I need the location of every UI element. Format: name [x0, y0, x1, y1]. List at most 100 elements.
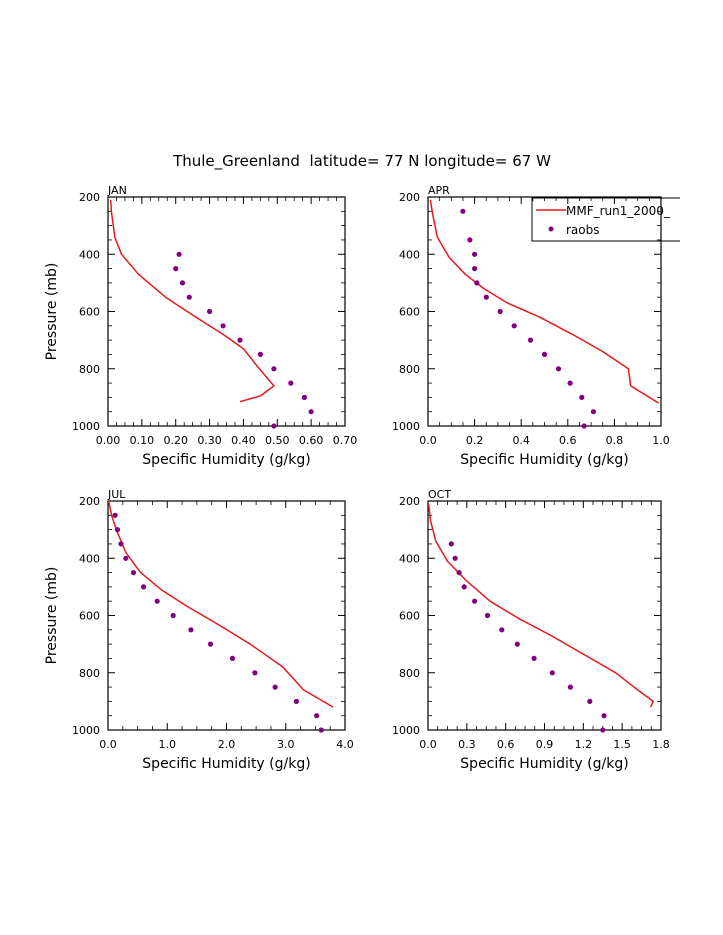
- obs-point-jan: [176, 251, 182, 257]
- obs-point-jan: [173, 266, 179, 272]
- obs-point-oct: [587, 698, 593, 705]
- x-tick-label-oct: 1.8: [652, 738, 670, 751]
- legend-label-obs: raobs: [566, 223, 600, 237]
- legend-label-model: MMF_run1_2000_: [566, 204, 671, 218]
- panels-group: 0.00 0.10 0.20 0.30 0.40 0.50 0.60 0.70 200 400 60…: [44, 184, 670, 772]
- obs-point-jul: [112, 512, 118, 518]
- panel-jan: 0.00 0.10 0.20 0.30 0.40 0.50 0.60 0.70 200 400 60…: [44, 184, 357, 468]
- obs-point-jul: [123, 555, 129, 561]
- obs-point-jan: [271, 423, 277, 429]
- legend: MMF_run1_2000_ raobs: [531, 197, 680, 242]
- model-line-jan: [109, 199, 275, 403]
- x-tick-label-jan: 0.10: [130, 434, 155, 447]
- obs-point-jul: [252, 670, 258, 676]
- model-line-apr: [429, 199, 660, 404]
- figure-title: Thule_Greenland latitude= 77 N longitude…: [172, 152, 551, 171]
- panel-jul: 0.0 1.0 2.0 3.0 4.0 200 400 600 800 1000 JUL Specif…: [44, 488, 354, 772]
- y-tick-label-jan: 400: [79, 248, 100, 261]
- obs-point-jul: [130, 570, 137, 576]
- obs-point-oct: [472, 598, 478, 604]
- y-tick-label-apr: 1000: [392, 420, 420, 433]
- obs-point-apr: [579, 394, 585, 400]
- x-tick-label-apr: 0.0: [419, 434, 437, 447]
- obs-point-oct: [549, 670, 555, 676]
- y-tick-label-oct: 1000: [392, 724, 420, 737]
- x-tick-label-jan: 0.00: [96, 434, 121, 447]
- obs-point-oct: [499, 627, 505, 633]
- y-tick-label-oct: 200: [399, 495, 420, 508]
- y-axis-label-jul: Pressure (mb): [44, 567, 60, 665]
- obs-point-apr: [483, 294, 489, 300]
- obs-point-jan: [179, 280, 186, 286]
- x-axis-label-jan: Specific Humidity (g/kg): [142, 452, 310, 468]
- obs-point-oct: [456, 570, 462, 576]
- obs-point-jul: [170, 612, 176, 619]
- obs-point-apr: [590, 409, 597, 415]
- x-tick-label-oct: 0.3: [458, 738, 476, 751]
- obs-point-jul: [229, 655, 235, 662]
- obs-point-oct: [601, 713, 607, 719]
- obs-point-apr: [474, 280, 480, 286]
- y-tick-label-jan: 200: [79, 191, 100, 204]
- y-axis-label-jan: Pressure (mb): [44, 263, 60, 361]
- x-tick-label-oct: 1.2: [575, 738, 593, 751]
- obs-point-jul: [314, 713, 320, 719]
- obs-point-apr: [460, 208, 466, 214]
- x-tick-label-jan: 0.30: [197, 434, 222, 447]
- obs-point-jan: [237, 337, 243, 343]
- panel-title-jul: JUL: [107, 488, 126, 501]
- obs-point-jul: [114, 527, 121, 533]
- panel-oct: 0.0 0.3 0.6 0.9 1.2 1.5 1.8 200 400 600 800 1000 OCT…: [392, 488, 670, 772]
- y-tick-label-apr: 200: [399, 191, 420, 204]
- x-axis-label-jul: Specific Humidity (g/kg): [142, 756, 310, 772]
- obs-point-oct: [461, 584, 467, 590]
- obs-point-jan: [271, 366, 277, 372]
- obs-point-jan: [220, 323, 226, 329]
- y-tick-label-oct: 600: [399, 610, 420, 623]
- panel-apr: 0.0 0.2 0.4 0.6 0.8 1.0 200 400 600 800 1000 APR Spe…: [392, 184, 670, 468]
- y-tick-label-jan: 1000: [72, 420, 100, 433]
- obs-point-oct: [514, 641, 520, 647]
- y-tick-label-apr: 600: [399, 306, 420, 319]
- x-tick-label-jul: 0.0: [99, 738, 117, 751]
- model-line-jul: [107, 500, 334, 708]
- plot-frame-apr: [427, 196, 662, 427]
- y-tick-label-apr: 800: [399, 363, 420, 376]
- obs-point-jul: [141, 584, 147, 590]
- legend-marker-swatch: [548, 226, 554, 232]
- obs-point-apr: [567, 380, 573, 386]
- x-tick-label-oct: 0.9: [536, 738, 554, 751]
- y-tick-label-jan: 600: [79, 306, 100, 319]
- plot-frame-jul: [107, 500, 346, 731]
- y-tick-label-oct: 800: [399, 667, 420, 680]
- obs-point-jan: [308, 409, 314, 415]
- obs-point-jul: [272, 684, 278, 690]
- panel-title-jan: JAN: [107, 184, 127, 197]
- obs-point-apr: [511, 323, 517, 329]
- obs-point-jul: [118, 541, 124, 547]
- obs-point-apr: [497, 308, 503, 315]
- obs-point-jan: [207, 308, 213, 315]
- model-line-oct: [427, 503, 654, 708]
- obs-point-oct: [531, 655, 537, 662]
- obs-point-jul: [188, 627, 194, 633]
- x-tick-label-oct: 0.0: [419, 738, 437, 751]
- obs-point-jan: [257, 351, 263, 357]
- x-tick-label-jul: 1.0: [159, 738, 177, 751]
- panel-title-oct: OCT: [428, 488, 451, 501]
- obs-point-jan: [288, 380, 294, 386]
- obs-point-jul: [318, 727, 324, 733]
- obs-point-jul: [207, 641, 214, 647]
- y-tick-label-jul: 800: [79, 667, 100, 680]
- y-tick-label-apr: 400: [399, 248, 420, 261]
- x-tick-label-jan: 0.40: [231, 434, 256, 447]
- obs-point-apr: [541, 351, 548, 357]
- obs-point-apr: [555, 366, 562, 372]
- obs-point-jan: [301, 394, 307, 400]
- x-tick-label-jan: 0.50: [265, 434, 290, 447]
- obs-point-oct: [600, 727, 606, 733]
- x-axis-label-oct: Specific Humidity (g/kg): [460, 756, 628, 772]
- y-tick-label-jul: 1000: [72, 724, 100, 737]
- x-axis-label-apr: Specific Humidity (g/kg): [460, 452, 628, 468]
- obs-point-jul: [293, 698, 299, 705]
